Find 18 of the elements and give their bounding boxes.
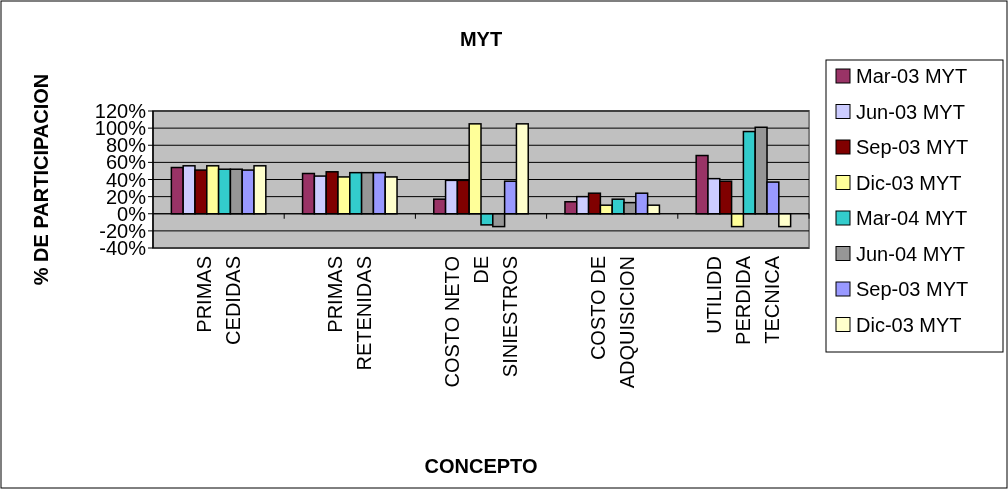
x-tick-label: UTILIDD PERDIDA TECNICA <box>703 255 784 345</box>
legend-label: Mar-04 MYT <box>856 207 968 229</box>
legend-label: Mar-03 MYT <box>856 65 968 87</box>
x-tick-label: COSTO NETO DE SINIESTROS <box>441 256 521 388</box>
x-tick-label: COSTO DE ADQUISICION <box>586 256 638 389</box>
x-tick-label: PRIMAS CEDIDAS <box>193 256 245 345</box>
y-tick-label: 120% <box>94 100 147 122</box>
legend-label: Jun-04 MYT <box>856 242 965 265</box>
legend-label: Sep-03 MYT <box>856 136 969 158</box>
chart-title: MYT <box>459 28 503 50</box>
legend-label: Dic-03 MYT <box>856 171 962 194</box>
x-axis-title: CONCEPTO <box>424 455 538 477</box>
x-tick-label: PRIMAS RETENIDAS <box>324 256 376 371</box>
legend-label: Dic-03 MYT <box>856 313 962 336</box>
legend-label: Jun-03 MYT <box>856 100 965 123</box>
y-axis-title: % DE PARTICIPACION <box>30 73 52 286</box>
y-tick-label: -40% <box>99 237 147 259</box>
legend-label: Sep-03 MYT <box>856 278 969 300</box>
